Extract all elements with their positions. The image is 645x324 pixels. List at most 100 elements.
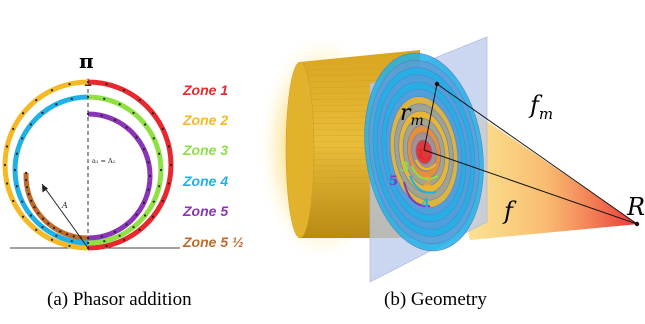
zone-arc-3: [411, 165, 439, 180]
phasor-tick: [30, 199, 33, 202]
fm-line: [436, 83, 638, 225]
phasor-tick: [68, 244, 71, 248]
legend-zone-4: Zone 4: [182, 173, 228, 189]
phasor-tick: [72, 235, 75, 238]
phasor-tick: [25, 178, 28, 182]
zone-legend: Zone 1 Zone 2 Zone 3 Zone 4 Zone 5 Zone …: [182, 82, 244, 250]
geometry-diagram: 1 2 3 4 5 rm fm f R: [260, 36, 645, 283]
zone-arc-2: [415, 159, 437, 171]
phasor-tick: [122, 89, 126, 92]
phasor-tick: [158, 152, 161, 155]
cylinder-back-face: [285, 61, 315, 239]
phasor-tick: [161, 199, 164, 203]
phasor-tick: [47, 222, 50, 225]
phasor-tick: [125, 126, 128, 129]
fm-label: fm: [528, 91, 553, 123]
phasor-tick: [105, 82, 108, 86]
phasor-tick: [167, 182, 171, 185]
rm-label: rm: [400, 101, 424, 129]
pi-label: π: [79, 49, 94, 73]
phasor-tick: [113, 119, 116, 122]
phasor-tick: [70, 97, 73, 100]
phasor-tick: [3, 163, 7, 167]
phasor-tick: [55, 103, 58, 106]
zone-arc-5: [403, 181, 431, 208]
rim-point: [434, 81, 440, 87]
resultant-label: A: [61, 201, 68, 210]
phasor-tick: [159, 168, 163, 172]
phasor-tick: [29, 123, 33, 126]
zone-number-3: 3: [400, 160, 409, 175]
caption-a: (a) Phasor addition: [47, 289, 192, 310]
phasor-tick: [151, 215, 154, 218]
phasor-tick: [41, 111, 44, 115]
phasor-tick: [135, 136, 138, 139]
radius-line: [423, 83, 438, 151]
phasor-tick: [21, 200, 24, 203]
phasor-tick: [24, 171, 28, 174]
phasor-tick: [132, 111, 135, 115]
phasor-tick: [105, 244, 108, 248]
phasor-tick: [147, 161, 150, 164]
phasor-tick: [59, 230, 62, 233]
phasor-tick: [22, 112, 25, 115]
phasor-tick: [86, 236, 90, 240]
phasor-tick: [142, 148, 145, 151]
phasor-tick: [103, 240, 106, 243]
phasor-tick: [113, 230, 116, 233]
arrowhead-icon: [42, 184, 48, 193]
phasor-tick: [33, 206, 36, 209]
phasor-tick: [37, 212, 40, 215]
phasor-tick: [86, 241, 90, 245]
phasor-tick: [68, 82, 71, 86]
phasor-tick: [15, 185, 18, 188]
phasor-tick: [142, 201, 145, 204]
phasor-tick: [35, 99, 38, 102]
phasor-diagram: A a₁ = A₁ π: [2, 49, 180, 251]
phasor-tick: [118, 234, 121, 237]
phasor-tick: [135, 213, 138, 216]
phasor-tick: [12, 127, 15, 131]
zone-number-2: 2: [423, 175, 432, 190]
phasor-tick: [52, 226, 56, 229]
phasor-tick: [13, 168, 17, 172]
phasor-tick: [22, 215, 25, 218]
phasor-tick: [12, 199, 15, 203]
phasor-tick: [132, 225, 135, 229]
fresnel-zone-plate: [364, 52, 484, 252]
phasor-tick: [138, 228, 141, 231]
phasor-tick: [5, 182, 9, 185]
legend-zone-3: Zone 3: [182, 142, 228, 158]
phasor-tick: [148, 174, 152, 178]
phasor-tick: [147, 188, 150, 191]
legend-zone-5-half: Zone 5 ½: [182, 234, 244, 250]
phasor-tick: [138, 99, 141, 102]
phasor-tick: [15, 152, 18, 155]
phasor-tick: [100, 114, 103, 117]
phasor-tick: [152, 200, 155, 203]
zone-number-1: 1: [416, 147, 425, 162]
caption-b: (b) Geometry: [384, 289, 487, 310]
phasor-tick: [55, 234, 58, 237]
phasor-tick: [29, 214, 33, 217]
phasor-tick: [35, 228, 38, 231]
zone-number-4: 4: [421, 197, 430, 212]
phasor-tick: [169, 163, 173, 167]
phasor-tick: [41, 217, 45, 220]
phasor-tick: [151, 112, 154, 115]
phasor-tick: [50, 238, 54, 241]
focal-point-label: R: [626, 193, 645, 221]
phasor-tick: [5, 145, 9, 148]
phasor-tick: [103, 97, 106, 100]
phasor-tick: [152, 137, 155, 140]
phasor-tick: [118, 103, 121, 106]
legend-zone-1: Zone 1: [182, 82, 228, 98]
phasor-tick: [50, 89, 54, 92]
legend-zone-5: Zone 5: [182, 203, 228, 219]
phasor-tick: [143, 123, 147, 126]
phasor-tick: [143, 214, 147, 217]
phasor-tick: [86, 95, 90, 99]
phasor-tick: [41, 225, 44, 229]
